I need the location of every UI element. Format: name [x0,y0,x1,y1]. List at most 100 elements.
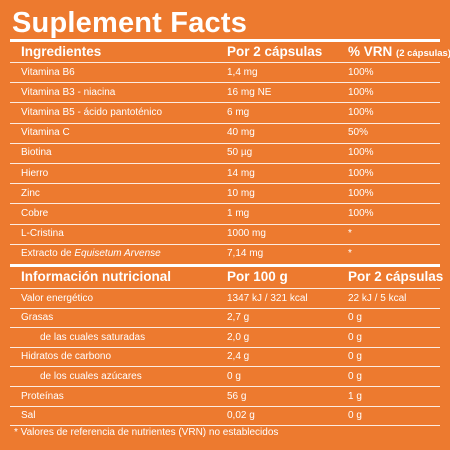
nutrient-per-2-capsules: 0 g [348,410,362,422]
table-row: Biotina 50 µg 100% [10,143,440,163]
nutrient-name: Hidratos de carbono [21,351,112,363]
table-row: Hierro 14 mg 100% [10,164,440,184]
ingredient-amount: 40 mg [227,127,255,139]
nutrient-name: Sal [21,410,36,422]
row-divider [10,122,440,124]
table-row: L-Cristina 1000 mg * [10,224,440,244]
nutrient-per-2-capsules: 22 kJ / 5 kcal [348,292,407,304]
nutrient-per-2-capsules: 0 g [348,370,362,382]
header-vrn-sub: (2 cápsulas) [396,48,450,59]
ingredient-name: L-Cristina [21,228,64,240]
nutrition-header: Información nutricional Por 100 g Por 2 … [10,266,444,288]
row-divider [10,142,440,144]
ingredient-name: Cobre [21,207,49,219]
ingredient-vrn: 50% [348,127,369,139]
section-divider [10,264,440,267]
ingredient-name: Vitamina B6 [21,66,75,78]
table-row: Extracto de Equisetum Arvense 7,14 mg * [10,244,440,264]
row-divider [10,327,440,329]
nutrient-per-100g: 2,7 g [227,312,250,324]
ingredient-amount: 6 mg [227,106,250,118]
ingredient-amount: 10 mg [227,187,255,199]
nutrient-per-100g: 56 g [227,390,247,402]
header-ingredients: Ingredientes [21,44,102,59]
nutrient-per-2-capsules: 0 g [348,331,362,343]
nutrient-name: Grasas [21,312,54,324]
row-divider [10,82,440,84]
nutrient-per-2-capsules: 0 g [348,351,362,363]
nutrient-name: Valor energético [21,292,94,304]
table-row: Grasas 2,7 g 0 g [10,308,440,328]
table-row: de las cuales saturadas 2,0 g 0 g [10,328,440,348]
table-row: Vitamina C 40 mg 50% [10,123,440,143]
ingredient-vrn: 100% [348,167,374,179]
ingredient-amount: 1000 mg [227,228,266,240]
row-divider [10,183,440,185]
header-per-2-capsules-nutrition: Por 2 cápsulas [348,269,444,284]
ingredient-vrn: * [348,248,352,260]
ingredient-vrn: 100% [348,187,374,199]
ingredient-vrn: 100% [348,86,374,98]
ingredient-vrn: 100% [348,207,374,219]
table-row: Sal 0,02 g 0 g [10,406,440,426]
ingredient-amount: 14 mg [227,167,255,179]
row-divider [10,405,440,407]
table-row: de los cuales azúcares 0 g 0 g [10,367,440,387]
nutrient-per-100g: 2,4 g [227,351,250,363]
nutrient-name: de los cuales azúcares [40,370,142,382]
table-row: Vitamina B5 - ácido pantoténico 6 mg 100% [10,103,440,123]
title-divider [10,39,440,42]
row-divider [10,307,440,309]
row-divider [10,203,440,205]
row-divider [10,288,440,289]
ingredient-name: Vitamina B3 - niacina [21,86,116,98]
ingredient-name: Biotina [21,147,52,159]
ingredient-name: Vitamina B5 - ácido pantoténico [21,106,163,118]
ingredients-header: Ingredientes Por 2 cápsulas % VRN (2 cáp… [10,42,450,64]
row-divider [10,346,440,348]
row-divider [10,62,440,63]
nutrient-per-100g: 0,02 g [227,410,255,422]
nutrient-name: Proteínas [21,390,64,402]
ingredient-amount: 16 mg NE [227,86,272,98]
nutrient-per-2-capsules: 1 g [348,390,362,402]
row-divider [10,386,440,387]
ingredient-name-prefix: Extracto de [21,248,75,260]
row-divider [10,102,440,104]
header-nutrition-info: Información nutricional [21,269,172,284]
ingredient-name: Extracto de Equisetum Arvense [21,244,161,264]
ingredient-amount: 1,4 mg [227,66,258,78]
table-row: Proteínas 56 g 1 g [10,387,440,407]
header-vrn: % VRN (2 cápsulas) [348,42,450,64]
row-divider [10,223,440,225]
ingredient-vrn: 100% [348,147,374,159]
ingredient-vrn: * [348,228,352,240]
header-vrn-label: % VRN [348,44,393,59]
header-per-2-capsules: Por 2 cápsulas [227,44,323,59]
ingredient-vrn: 100% [348,66,374,78]
row-divider [10,366,440,368]
ingredient-amount: 50 µg [227,147,253,159]
ingredient-name: Zinc [21,187,40,199]
table-row: Valor energético 1347 kJ / 321 kcal 22 kJ … [10,289,440,309]
row-divider [10,243,440,245]
row-divider [10,425,440,427]
table-row: Cobre 1 mg 100% [10,204,440,224]
ingredient-amount: 7,14 mg [227,248,264,260]
ingredient-amount: 1 mg [227,207,250,219]
ingredient-name: Hierro [21,167,49,179]
table-row: Hidratos de carbono 2,4 g 0 g [10,347,440,367]
ingredient-vrn: 100% [348,106,374,118]
table-row: Vitamina B6 1,4 mg 100% [10,63,440,83]
ingredient-name-latin: Equisetum Arvense [74,248,161,260]
footnote: * Valores de referencia de nutrientes (V… [14,427,279,438]
nutrient-name: de las cuales saturadas [40,331,146,343]
nutrient-per-100g: 2,0 g [227,331,250,343]
page-title: Suplement Facts [12,7,248,39]
nutrient-per-100g: 0 g [227,370,241,382]
header-per-100g: Por 100 g [227,269,288,284]
ingredient-name: Vitamina C [21,127,70,139]
table-row: Zinc 10 mg 100% [10,184,440,204]
nutrient-per-100g: 1347 kJ / 321 kcal [227,292,308,304]
